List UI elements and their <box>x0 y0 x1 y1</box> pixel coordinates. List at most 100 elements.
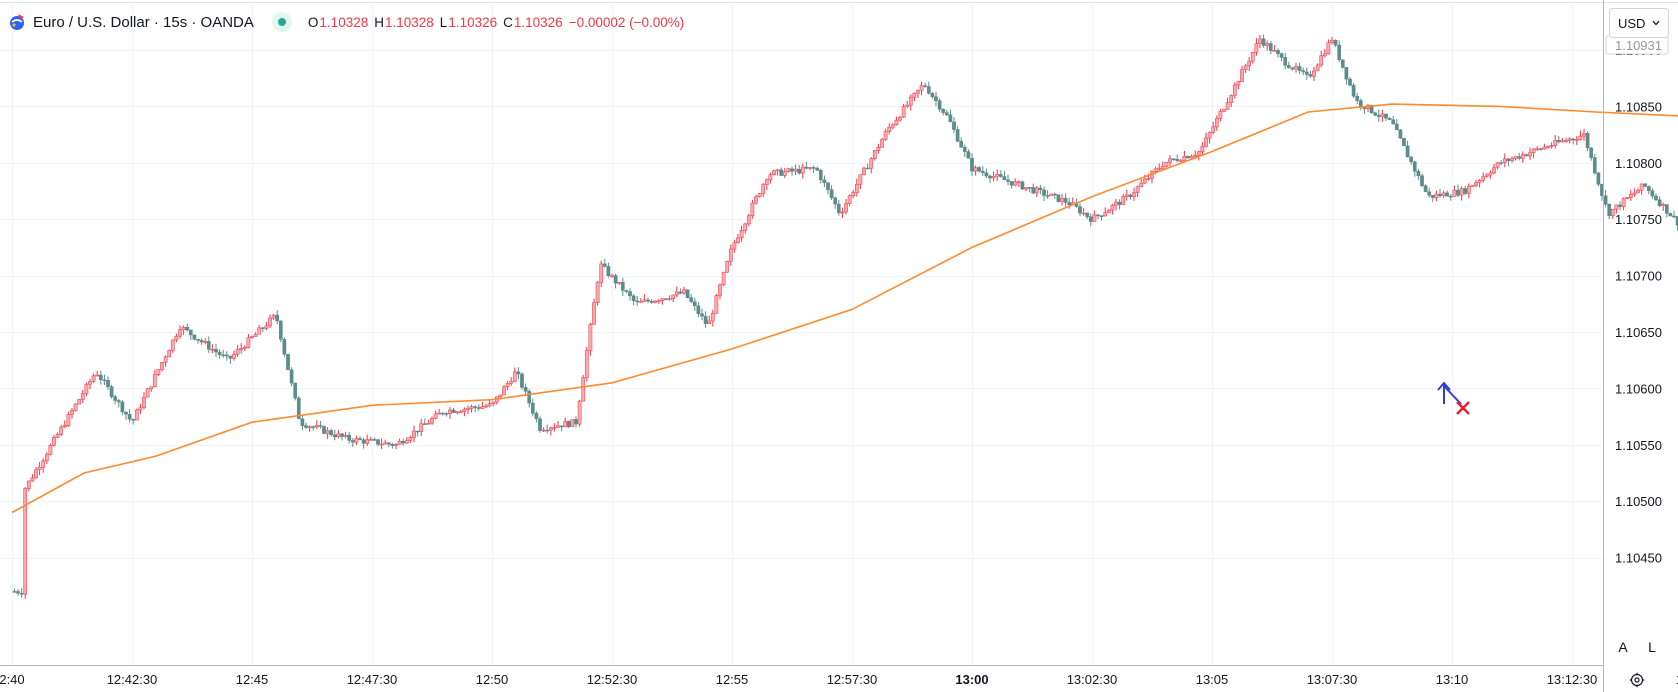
candle <box>412 425 416 443</box>
candle <box>494 396 499 405</box>
auto-scale-button[interactable]: A <box>1618 639 1628 655</box>
candle <box>685 289 690 299</box>
candle <box>1607 203 1612 220</box>
candle <box>530 398 535 417</box>
candle <box>653 300 658 304</box>
candle <box>1157 163 1162 172</box>
candle <box>1250 51 1255 64</box>
candle <box>286 354 290 371</box>
settings-gear-icon[interactable] <box>1625 670 1649 690</box>
candle <box>422 418 427 425</box>
candle <box>973 165 978 176</box>
candle <box>768 172 773 184</box>
candle <box>1002 170 1007 181</box>
candle <box>91 373 96 383</box>
candle <box>221 349 226 358</box>
candle <box>203 338 208 345</box>
candle <box>1333 39 1338 47</box>
candle <box>383 439 388 445</box>
candle <box>1020 180 1025 190</box>
candle <box>1232 82 1237 99</box>
price-tick-label: 1.10650 <box>1615 325 1662 340</box>
candle <box>95 370 100 377</box>
candle <box>1078 203 1082 217</box>
candle <box>1027 187 1032 193</box>
candle <box>534 411 539 423</box>
candle <box>224 351 229 361</box>
candle <box>37 462 42 476</box>
candle <box>390 442 395 449</box>
candle <box>930 92 935 99</box>
candle <box>1434 190 1439 202</box>
candle <box>275 310 280 325</box>
candle <box>444 412 449 417</box>
candle <box>44 452 49 464</box>
candle <box>289 367 294 387</box>
candle <box>469 404 474 413</box>
time-tick-label: 12:52:30 <box>587 672 638 687</box>
candle <box>1175 154 1180 163</box>
candle <box>1265 40 1270 51</box>
candle <box>1178 158 1183 163</box>
candle <box>923 82 928 88</box>
time-tick-label: 12:57:30 <box>827 672 878 687</box>
candle <box>343 431 348 439</box>
buy-arrow-icon <box>1437 381 1462 405</box>
candle <box>970 153 974 177</box>
candle <box>268 314 272 329</box>
candle <box>1610 208 1615 219</box>
candle <box>1517 152 1522 161</box>
candle <box>808 167 812 171</box>
market-status-dot-icon[interactable] <box>271 12 292 32</box>
candle <box>754 194 758 205</box>
candle <box>646 297 650 304</box>
candle <box>59 424 64 437</box>
candle <box>1394 119 1399 131</box>
candle <box>250 335 254 339</box>
time-axis[interactable]: 2:40 12:42:30 12:45 12:47:30 12:50 12:52:30 12… <box>0 672 1678 687</box>
candle <box>1164 161 1169 168</box>
candle <box>1272 45 1277 52</box>
candle <box>1452 185 1457 197</box>
candle <box>1225 97 1230 110</box>
candle <box>570 419 575 427</box>
candle <box>919 81 924 96</box>
candle <box>1207 131 1212 144</box>
candle <box>995 169 1000 182</box>
candle <box>577 399 582 427</box>
candle <box>149 386 154 392</box>
candle <box>800 163 805 179</box>
candle <box>833 196 838 209</box>
candle <box>1258 34 1262 49</box>
candle <box>1628 189 1633 201</box>
candle <box>1567 137 1572 144</box>
currency-select[interactable]: USD <box>1609 8 1669 38</box>
candle <box>12 588 17 593</box>
symbol-title[interactable]: Euro / U.S. Dollar · 15s · OANDA <box>33 13 254 31</box>
candle <box>851 189 856 199</box>
candle <box>1117 199 1122 210</box>
candle <box>1218 108 1223 122</box>
candle <box>102 374 107 385</box>
candle <box>55 432 60 439</box>
candle <box>1279 52 1284 62</box>
candle <box>480 401 485 410</box>
price-tick-label: 1.10800 <box>1615 156 1662 171</box>
candle <box>34 467 38 479</box>
candle <box>142 392 146 410</box>
log-scale-button[interactable]: L <box>1648 639 1656 655</box>
candle <box>649 299 654 304</box>
candle <box>736 233 740 244</box>
candle <box>1625 197 1630 200</box>
candle <box>167 349 172 358</box>
candle <box>1646 185 1651 195</box>
candle <box>811 165 816 173</box>
candle <box>793 164 798 176</box>
candle <box>1168 155 1172 167</box>
candle <box>1592 154 1597 175</box>
candle <box>1214 115 1219 131</box>
candle <box>1344 67 1349 85</box>
price-axis[interactable]: 1.109001.108501.108001.107501.107001.106… <box>1615 43 1662 566</box>
candle <box>610 273 614 278</box>
